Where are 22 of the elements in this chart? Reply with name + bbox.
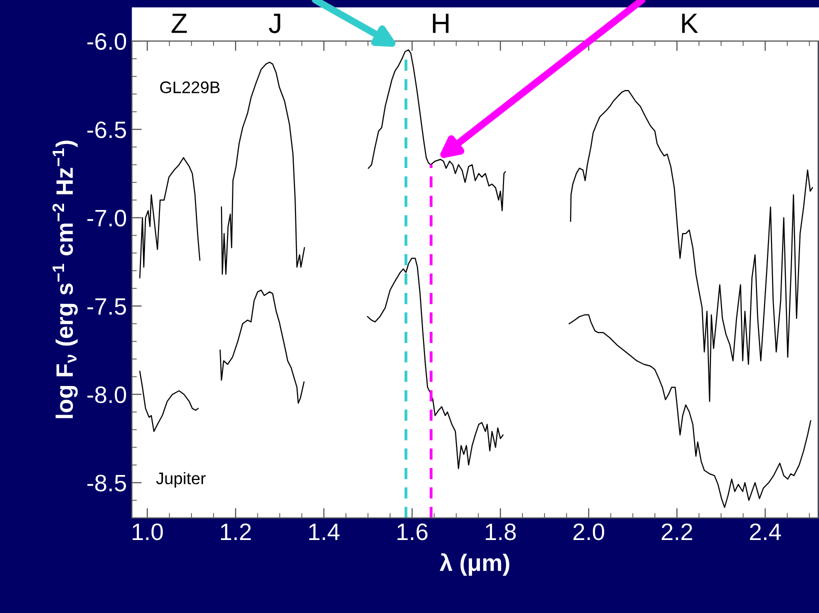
x-tick-label: 2.4: [750, 523, 781, 540]
y-tick-label: -8.5: [87, 474, 126, 492]
y-tick-label: -7.5: [87, 298, 126, 315]
x-tick-label: 2.0: [573, 523, 604, 540]
x-tick-label: 1.8: [486, 523, 516, 540]
x-axis-title: λ (μm): [440, 553, 510, 576]
text: Z: [172, 14, 187, 33]
series-label: GL229B: [160, 81, 220, 94]
text: K: [682, 14, 698, 33]
text: J: [268, 14, 280, 34]
x-tick-label: 1.4: [309, 524, 340, 540]
x-tick-label: 1.6: [398, 523, 428, 540]
x-tick-label: 1.2: [220, 523, 251, 540]
x-tick-label: 1.0: [132, 523, 163, 540]
text: H: [432, 14, 448, 33]
y-tick-label: -6.5: [87, 121, 126, 138]
text: Jupiter: [156, 472, 206, 488]
y-tick-label: -6.0: [87, 33, 126, 50]
text: log F$_{ν}$ (erg s$^{−1}$ cm$^{−2}$ Hz$^{−1}$): [52, 140, 78, 418]
x-tick-label: 2.2: [662, 523, 692, 540]
y-tick-label: -7.0: [87, 210, 126, 226]
y-tick-label: -8.0: [87, 386, 126, 404]
